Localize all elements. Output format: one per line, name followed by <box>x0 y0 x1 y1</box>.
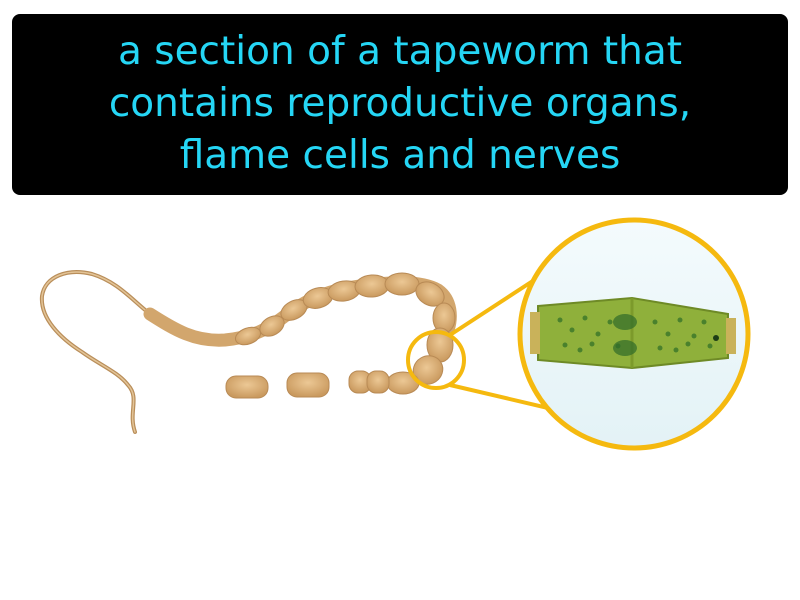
caption-line-1: a section of a tapeworm that <box>117 29 683 74</box>
highlight-circle <box>406 330 466 390</box>
mature-proglottids <box>386 327 454 395</box>
definition-caption: a section of a tapeworm that contains re… <box>12 14 788 195</box>
tapeworm-illustration <box>39 217 751 451</box>
magnified-proglottid-view <box>517 217 751 451</box>
detached-proglottids <box>225 370 390 399</box>
strobila-segments <box>234 272 456 346</box>
caption-line-3: flame cells and nerves <box>179 133 621 178</box>
caption-line-2: contains reproductive organs, <box>108 81 692 126</box>
